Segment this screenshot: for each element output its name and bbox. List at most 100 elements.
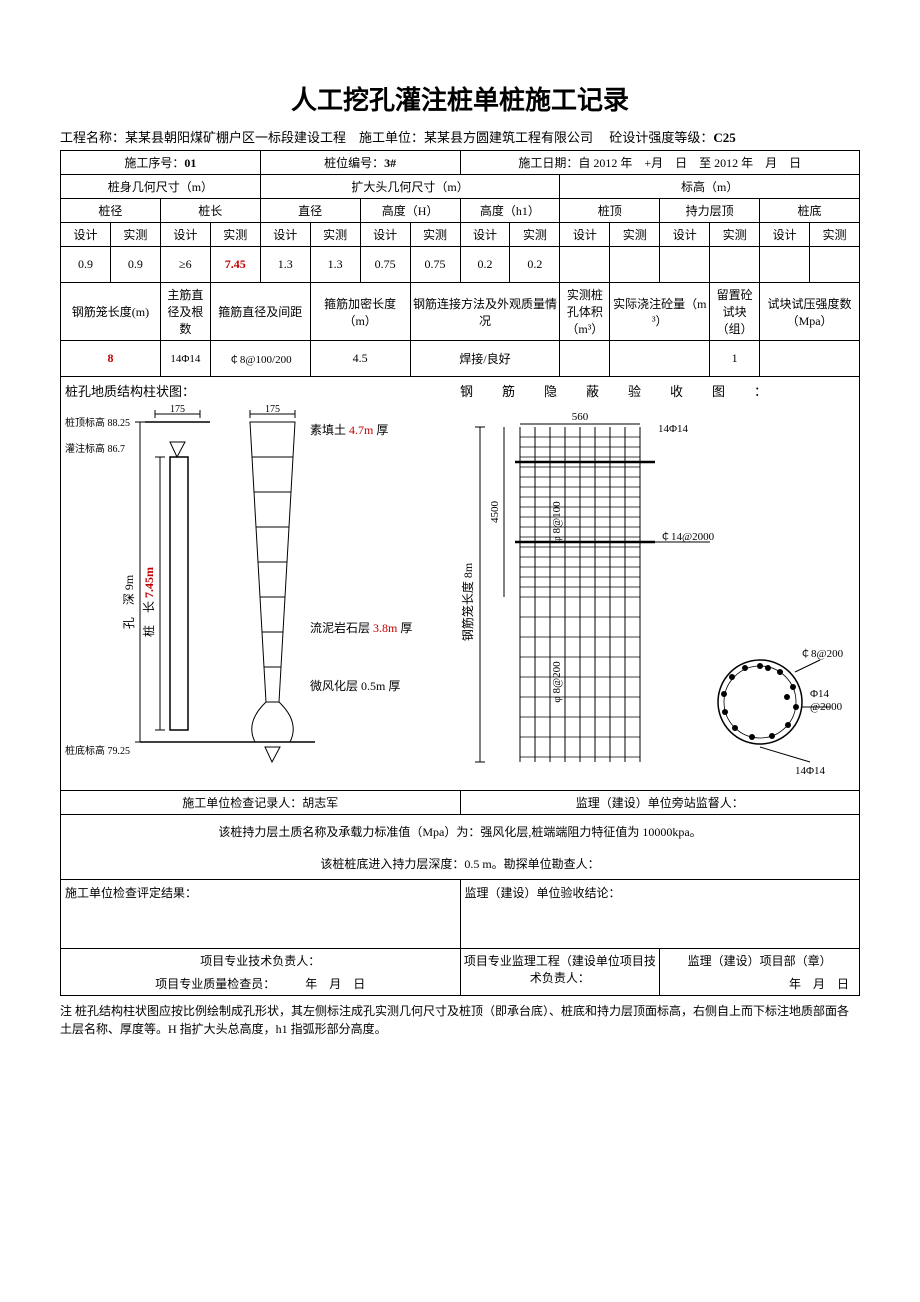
dm3d: 设计 bbox=[260, 223, 310, 247]
svg-text:14Φ14: 14Φ14 bbox=[658, 423, 689, 435]
sh2: 桩长 bbox=[160, 199, 260, 223]
rv4: 4.5 bbox=[310, 341, 410, 377]
dm7d: 设计 bbox=[660, 223, 710, 247]
row-bearing2: 该桩桩底进入持力层深度：0.5 m。勘探单位勘查人： bbox=[61, 847, 860, 880]
v7d bbox=[660, 247, 710, 283]
right-diag-title: 钢 筋 隐 蔽 验 收 图 ： bbox=[460, 381, 855, 400]
rv1: 8 bbox=[61, 341, 161, 377]
sh5: 高度（h1） bbox=[460, 199, 560, 223]
svg-text:钢筋笼长度 8m: 钢筋笼长度 8m bbox=[460, 562, 475, 641]
row-ids: 施工序号：01 桩位编号：3# 施工日期：自 2012 年 +月 日 至 201… bbox=[61, 151, 860, 175]
seq-value: 01 bbox=[184, 156, 196, 170]
dm2d: 设计 bbox=[160, 223, 210, 247]
rv6 bbox=[560, 341, 610, 377]
svg-text:Φ14: Φ14 bbox=[810, 688, 830, 700]
date-label: 施工日期：自 2012 年 bbox=[518, 156, 632, 170]
footnote: 注 桩孔结构柱状图应按比例绘制成孔形状，其左侧标注成孔实测几何尺寸及桩顶（即承台… bbox=[60, 1002, 860, 1038]
pour-elev: 灌注标高 86.7 bbox=[65, 442, 125, 455]
final-r2a: 项目专业监理工程（建设单位项目技术负责人： bbox=[464, 954, 656, 985]
rh2: 主筋直径及根数 bbox=[160, 283, 210, 341]
bearing1b: 强风化层,桩端端阻力特征值为 10000kpa。 bbox=[480, 825, 701, 839]
project-name: 某某县朝阳煤矿棚户区一标段建设工程 bbox=[125, 130, 346, 145]
v3d: 1.3 bbox=[260, 247, 310, 283]
svg-text:￠8@200: ￠8@200 bbox=[800, 647, 844, 660]
row-rebar-values: 8 14Φ14 ￠8@100/200 4.5 焊接/良好 1 bbox=[61, 341, 860, 377]
dm3m: 实测 bbox=[310, 223, 360, 247]
svg-text:桩 长 7.45m: 桩 长 7.45m bbox=[141, 567, 156, 637]
svg-text:微风化层 0.5m 厚: 微风化层 0.5m 厚 bbox=[310, 679, 400, 693]
v5d: 0.2 bbox=[460, 247, 510, 283]
rh7: 实际浇注砼量（m³） bbox=[610, 283, 710, 341]
svg-text:14Φ14: 14Φ14 bbox=[795, 765, 826, 777]
project-label: 工程名称： bbox=[60, 130, 125, 145]
v1d: 0.9 bbox=[61, 247, 111, 283]
date-end: 月 日 bbox=[765, 156, 801, 170]
row-bearing1: 该桩持力层土质名称及承载力标准值（Mpa）为：强风化层,桩端端阻力特征值为 10… bbox=[61, 815, 860, 848]
page-title: 人工挖孔灌注桩单桩施工记录 bbox=[60, 80, 860, 117]
sh8: 桩底 bbox=[760, 199, 860, 223]
rec-name: 胡志军 bbox=[302, 796, 338, 810]
top-elev: 桩顶标高 88.25 bbox=[65, 416, 130, 429]
dm5m: 实测 bbox=[510, 223, 560, 247]
final-l3: 项目专业质量检查员： bbox=[155, 977, 275, 991]
v5m: 0.2 bbox=[510, 247, 560, 283]
row-sub-headers: 桩径 桩长 直径 高度（H） 高度（h1） 桩顶 持力层顶 桩底 bbox=[61, 199, 860, 223]
unit-name: 某某县方圆建筑工程有限公司 bbox=[424, 130, 593, 145]
dm1d: 设计 bbox=[61, 223, 111, 247]
svg-text:φ 8@200: φ 8@200 bbox=[551, 661, 563, 703]
row-final1: 施工单位检查评定结果： 监理（建设）单位验收结论： bbox=[61, 880, 860, 949]
svg-text:孔 深 9m: 孔 深 9m bbox=[122, 574, 136, 629]
left-diag-title: 桩孔地质结构柱状图： bbox=[65, 381, 460, 400]
bearing2: 该桩桩底进入持力层深度：0.5 m。勘探单位勘查人： bbox=[61, 847, 860, 880]
svg-text:￠14@2000: ￠14@2000 bbox=[660, 530, 715, 543]
v2m: 7.45 bbox=[210, 247, 260, 283]
final-r1: 监理（建设）单位验收结论： bbox=[460, 880, 860, 949]
dm6m: 实测 bbox=[610, 223, 660, 247]
svg-text:流泥岩石层 3.8m 厚: 流泥岩石层 3.8m 厚 bbox=[310, 620, 412, 635]
svg-text:175: 175 bbox=[265, 404, 280, 415]
svg-text:@2000: @2000 bbox=[810, 701, 843, 713]
dm6d: 设计 bbox=[560, 223, 610, 247]
rv5: 焊接/良好 bbox=[410, 341, 560, 377]
sh7: 持力层顶 bbox=[660, 199, 760, 223]
dm5d: 设计 bbox=[460, 223, 510, 247]
v6d bbox=[560, 247, 610, 283]
seq-label: 施工序号： bbox=[124, 156, 184, 170]
v4m: 0.75 bbox=[410, 247, 460, 283]
gh2: 扩大头几何尺寸（m） bbox=[260, 175, 560, 199]
dm4m: 实测 bbox=[410, 223, 460, 247]
final-date1: 年 月 日 bbox=[305, 977, 365, 991]
left-diagram: 桩孔地质结构柱状图： 桩顶标高 88.25 灌注标高 86.7 桩底标高 79.… bbox=[65, 381, 460, 786]
v4d: 0.75 bbox=[360, 247, 410, 283]
row-values: 0.90.9 ≥67.45 1.31.3 0.750.75 0.20.2 bbox=[61, 247, 860, 283]
v8m bbox=[810, 247, 860, 283]
v6m bbox=[610, 247, 660, 283]
row-des-mea: 设计实测 设计实测 设计实测 设计实测 设计实测 设计实测 设计实测 设计实测 bbox=[61, 223, 860, 247]
rv2: 14Φ14 bbox=[160, 341, 210, 377]
gh3: 标高（m） bbox=[560, 175, 860, 199]
row-rebar-headers: 钢筋笼长度(m) 主筋直径及根数 箍筋直径及间距 箍筋加密长度（m） 钢筋连接方… bbox=[61, 283, 860, 341]
gh1: 桩身几何尺寸（m） bbox=[61, 175, 261, 199]
pos-label: 桩位编号： bbox=[324, 156, 384, 170]
sh3: 直径 bbox=[260, 199, 360, 223]
row-group-headers: 桩身几何尺寸（m） 扩大头几何尺寸（m） 标高（m） bbox=[61, 175, 860, 199]
main-table: 施工序号：01 桩位编号：3# 施工日期：自 2012 年 +月 日 至 201… bbox=[60, 150, 860, 996]
unit-label: 施工单位： bbox=[359, 130, 424, 145]
row-final2: 项目专业技术负责人： 项目专业监理工程（建设单位项目技术负责人： 监理（建设）项… bbox=[61, 949, 860, 973]
dm4d: 设计 bbox=[360, 223, 410, 247]
pile-column-svg: 桩顶标高 88.25 灌注标高 86.7 桩底标高 79.25 175 175 bbox=[65, 402, 445, 782]
rh9: 试块试压强度数（Mpa） bbox=[760, 283, 860, 341]
dm1m: 实测 bbox=[110, 223, 160, 247]
final-l1: 施工单位检查评定结果： bbox=[61, 880, 461, 949]
pos-value: 3# bbox=[384, 156, 396, 170]
rv7 bbox=[610, 341, 710, 377]
grade-label: 砼设计强度等级： bbox=[609, 130, 713, 145]
sup-label: 监理（建设）单位旁站监督人： bbox=[460, 791, 860, 815]
final-l2: 项目专业技术负责人： bbox=[61, 949, 461, 973]
rebar-cage-svg: 钢筋笼长度 8m 4500 560 bbox=[460, 402, 850, 782]
dm2m: 实测 bbox=[210, 223, 260, 247]
rh6: 实测桩孔体积（m³） bbox=[560, 283, 610, 341]
grade-value: C25 bbox=[713, 130, 735, 145]
dm8d: 设计 bbox=[760, 223, 810, 247]
bot-elev: 桩底标高 79.25 bbox=[65, 744, 130, 757]
